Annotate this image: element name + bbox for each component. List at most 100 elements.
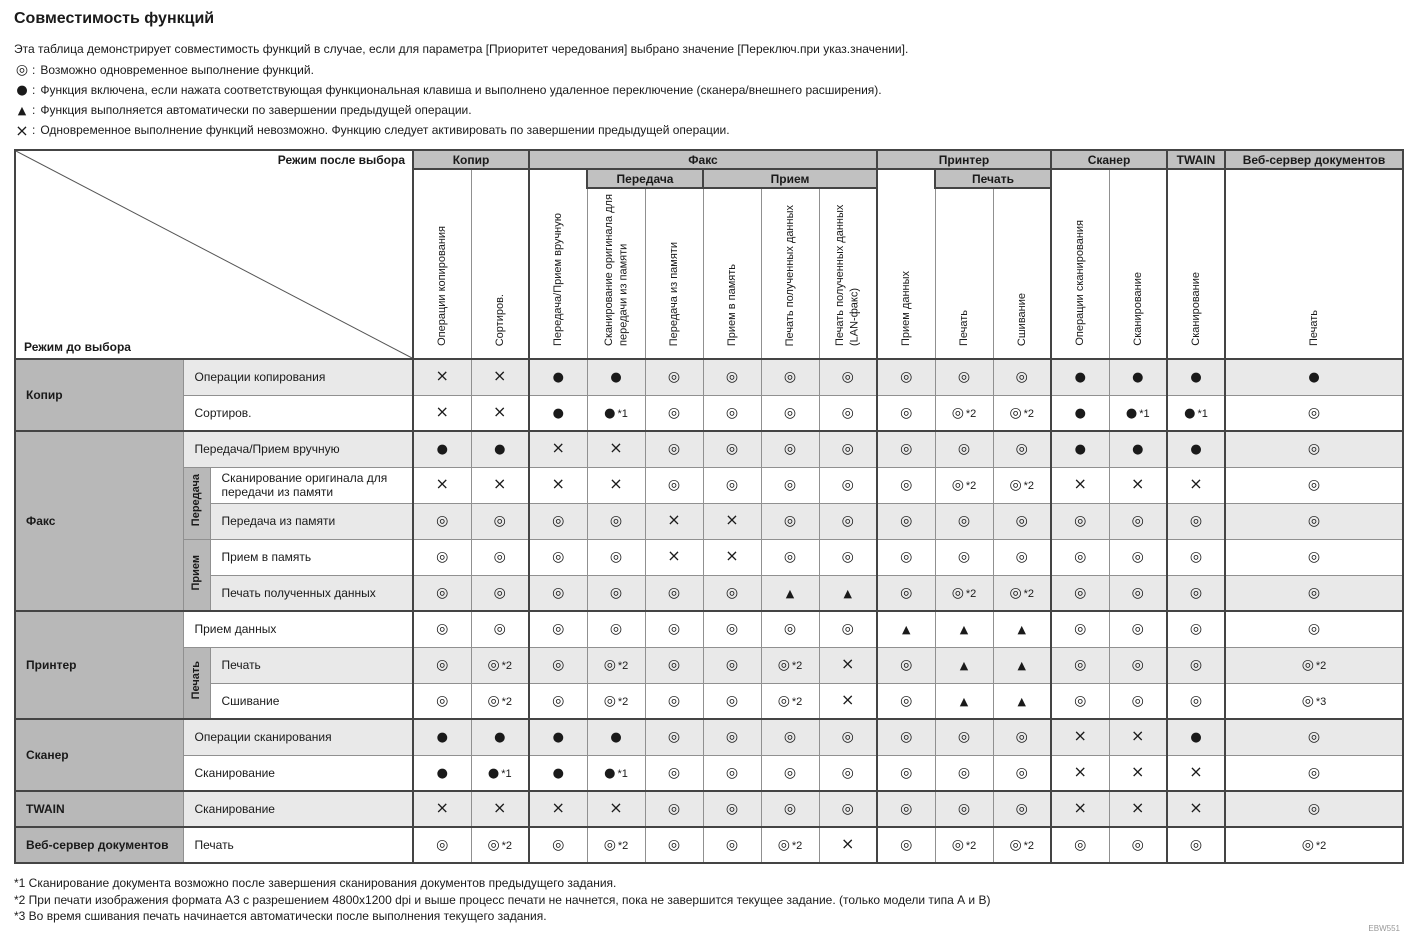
- footnote: *2 При печати изображения формата А3 с р…: [14, 892, 991, 907]
- matrix-cell: ◎: [1108, 574, 1168, 612]
- matrix-cell: ◎: [1166, 646, 1226, 684]
- cell-symbol: ●: [552, 370, 564, 386]
- cell-symbol: ▲: [785, 586, 795, 600]
- matrix-cell: ●: [1050, 394, 1110, 432]
- column-label-text: Сканирование оригинала для передачи из п…: [602, 194, 629, 346]
- legend-separator: :: [32, 63, 36, 77]
- matrix-cell: ◎: [702, 682, 762, 720]
- matrix-cell: ◎: [760, 466, 820, 504]
- legend-symbol: ×: [15, 120, 29, 140]
- matrix-cell: ◎: [1166, 502, 1226, 540]
- matrix-cell: ▲: [992, 610, 1052, 648]
- matrix-cell: ×: [644, 502, 704, 540]
- cell-symbol: ×: [435, 366, 449, 386]
- row-group-label: Веб-сервер документов: [14, 826, 184, 864]
- matrix-cell: ◎: [1108, 610, 1168, 648]
- matrix-cell: ◎: [760, 610, 820, 648]
- cell-symbol: ◎: [1015, 801, 1028, 817]
- cell-symbol: ◎: [667, 801, 681, 817]
- column-group-header: Копир: [412, 149, 530, 170]
- row-label: Печать: [182, 826, 414, 864]
- cell-symbol: ◎: [783, 369, 797, 386]
- cell-symbol: ◎: [1009, 477, 1022, 493]
- cell-symbol: ◎: [487, 692, 500, 709]
- matrix-cell: ◎: [760, 538, 820, 576]
- matrix-cell: ◎: [702, 610, 762, 648]
- column-label-text: Прием данных: [899, 271, 912, 346]
- cell-symbol: ●: [1308, 370, 1320, 386]
- matrix-cell: ◎: [1108, 502, 1168, 540]
- cell-symbol: ◎: [552, 657, 565, 673]
- cell-symbol: ◎: [1009, 837, 1022, 853]
- matrix-cell: ◎: [1108, 646, 1168, 684]
- matrix-cell: ◎: [702, 754, 762, 792]
- cell-symbol: ◎: [667, 729, 681, 746]
- matrix-cell: ◎ *2: [760, 682, 820, 720]
- cell-note: *2: [965, 840, 977, 852]
- matrix-cell: ×: [1050, 790, 1110, 828]
- cell-symbol: ◎: [1074, 692, 1087, 709]
- cell-symbol: ◎: [609, 584, 623, 601]
- matrix-cell: ◎: [644, 466, 704, 504]
- table-row: Печать Печать ◎ ◎ *2 ◎ ◎ *2 ◎ ◎ ◎ *2 × ◎ ▲ ▲ ◎ ◎ ◎ ◎ *2: [15, 646, 1404, 720]
- cell-symbol: ◎: [725, 621, 739, 638]
- column-label: Передача из памяти: [644, 187, 704, 360]
- cell-symbol: ◎: [609, 549, 623, 565]
- cell-symbol: ×: [1131, 761, 1145, 781]
- cell-note: *2: [1023, 480, 1035, 492]
- table-row: Факс Передача/Прием вручную ● ● × × ◎ ◎ ◎ ◎ ◎ ◎ ◎ ● ● ●…: [14, 430, 1404, 612]
- cell-symbol: ◎: [1307, 801, 1321, 817]
- matrix-cell: ×: [412, 466, 472, 504]
- matrix-cell: ◎ *2: [586, 826, 646, 864]
- cell-symbol: ◎: [900, 513, 913, 529]
- matrix-cell: ◎ *2: [934, 394, 994, 432]
- row-group-label: Сканер: [14, 718, 184, 792]
- matrix-cell: ◎ *2: [470, 826, 530, 864]
- column-label-text: Передача/Прием вручную: [551, 212, 564, 346]
- cell-symbol: ◎: [667, 657, 681, 673]
- cell-symbol: ◎: [783, 729, 797, 746]
- cell-symbol: ◎: [841, 441, 854, 458]
- row-label: Печать полученных данных: [209, 574, 414, 612]
- cell-note: *2: [617, 840, 629, 852]
- cell-symbol: ◎: [436, 692, 449, 709]
- cell-symbol: ◎: [957, 801, 971, 817]
- cell-symbol: ◎: [1015, 549, 1028, 565]
- matrix-cell: ×: [1108, 718, 1168, 756]
- matrix-cell: ◎: [528, 826, 588, 864]
- column-label-text: Сканирование: [1189, 272, 1202, 346]
- legend-item: ▲: Функция выполняется автоматически по з…: [14, 102, 1404, 119]
- column-label: Печать полученных данных (LAN-факс): [818, 187, 878, 360]
- matrix-cell: ◎: [876, 430, 936, 468]
- matrix-cell: ×: [1050, 754, 1110, 792]
- row-group-label: Копир: [14, 358, 184, 432]
- matrix-cell: ◎: [528, 574, 588, 612]
- matrix-cell: ◎ *2: [1224, 826, 1404, 864]
- cell-symbol: ◎: [667, 584, 681, 601]
- matrix-cell: ×: [644, 538, 704, 576]
- row-group-label: TWAIN: [14, 790, 184, 828]
- column-label-text: Сканирование: [1131, 272, 1144, 346]
- matrix-cell: ◎: [992, 358, 1052, 396]
- matrix-cell: ◎: [1166, 538, 1226, 576]
- matrix-cell: ◎: [644, 394, 704, 432]
- row-label: Операции копирования: [182, 358, 414, 396]
- matrix-cell: ◎: [644, 358, 704, 396]
- matrix-cell: ◎: [760, 358, 820, 396]
- matrix-cell: ◎: [702, 790, 762, 828]
- cell-symbol: ◎: [841, 621, 854, 638]
- matrix-cell: ▲: [934, 610, 994, 648]
- cell-symbol: ◎: [725, 477, 739, 493]
- matrix-cell: ◎: [1050, 502, 1110, 540]
- matrix-cell: ×: [470, 466, 530, 504]
- cell-symbol: ◎: [1301, 657, 1314, 673]
- matrix-cell: ◎: [470, 610, 530, 648]
- cell-symbol: ◎: [951, 584, 964, 601]
- matrix-cell: ◎: [1224, 430, 1404, 468]
- matrix-cell: ◎: [1166, 682, 1226, 720]
- footnote: *1 Сканирование документа возможно после…: [14, 876, 617, 890]
- cell-symbol: ◎: [841, 764, 854, 781]
- cell-symbol: ◎: [1009, 584, 1022, 601]
- matrix-cell: ◎: [470, 538, 530, 576]
- cell-symbol: ◎: [1307, 764, 1321, 781]
